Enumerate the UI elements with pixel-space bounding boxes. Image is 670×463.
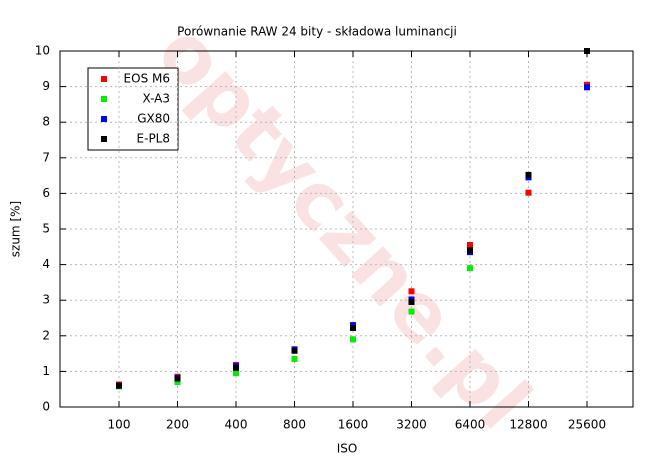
y-tick-label: 4 <box>42 257 50 271</box>
y-tick-label: 5 <box>42 222 50 236</box>
watermark: optyczne.pl <box>139 7 547 446</box>
legend-label: EOS M6 <box>124 72 170 86</box>
point <box>525 171 532 178</box>
x-tick-label: 3200 <box>396 418 427 432</box>
y-tick-label: 1 <box>42 364 50 378</box>
x-tick-label: 400 <box>225 418 248 432</box>
point <box>467 247 473 254</box>
legend-swatch <box>101 76 107 82</box>
x-tick-label: 12800 <box>509 418 547 432</box>
y-tick-label: 3 <box>42 293 50 307</box>
point <box>233 364 239 371</box>
x-tick-label: 25600 <box>568 418 606 432</box>
chart-title: Porównanie RAW 24 bity - składowa lumina… <box>177 25 457 39</box>
point <box>467 265 473 272</box>
point <box>584 84 590 91</box>
y-axis-label: szum [%] <box>9 201 23 257</box>
point <box>291 355 298 362</box>
point <box>174 375 181 382</box>
point <box>116 382 122 389</box>
legend-label: GX80 <box>137 112 170 126</box>
x-tick-label: 200 <box>166 418 189 432</box>
point <box>350 336 356 343</box>
x-axis-label: ISO <box>337 442 358 456</box>
y-tick-label: 6 <box>42 186 50 200</box>
y-tick-label: 2 <box>42 328 50 342</box>
legend-label: X-A3 <box>142 92 170 106</box>
point <box>350 324 356 331</box>
legend-swatch <box>101 116 107 122</box>
point <box>467 242 473 249</box>
y-tick-label: 0 <box>42 400 50 414</box>
legend-swatch <box>101 96 107 102</box>
legend-swatch <box>101 136 107 142</box>
point <box>525 189 532 196</box>
y-tick-label: 10 <box>35 44 50 58</box>
point <box>408 288 415 295</box>
point <box>584 48 590 54</box>
legend-label: E-PL8 <box>137 132 170 146</box>
point <box>174 379 181 386</box>
point <box>291 347 298 354</box>
y-tick-label: 9 <box>42 79 50 93</box>
y-tick-label: 7 <box>42 150 50 164</box>
x-tick-label: 100 <box>108 418 131 432</box>
x-tick-label: 1600 <box>338 418 369 432</box>
x-tick-label: 800 <box>283 418 306 432</box>
point <box>408 298 415 305</box>
point <box>233 370 239 377</box>
point <box>408 308 415 315</box>
x-tick-label: 6400 <box>455 418 486 432</box>
y-tick-label: 8 <box>42 115 50 129</box>
